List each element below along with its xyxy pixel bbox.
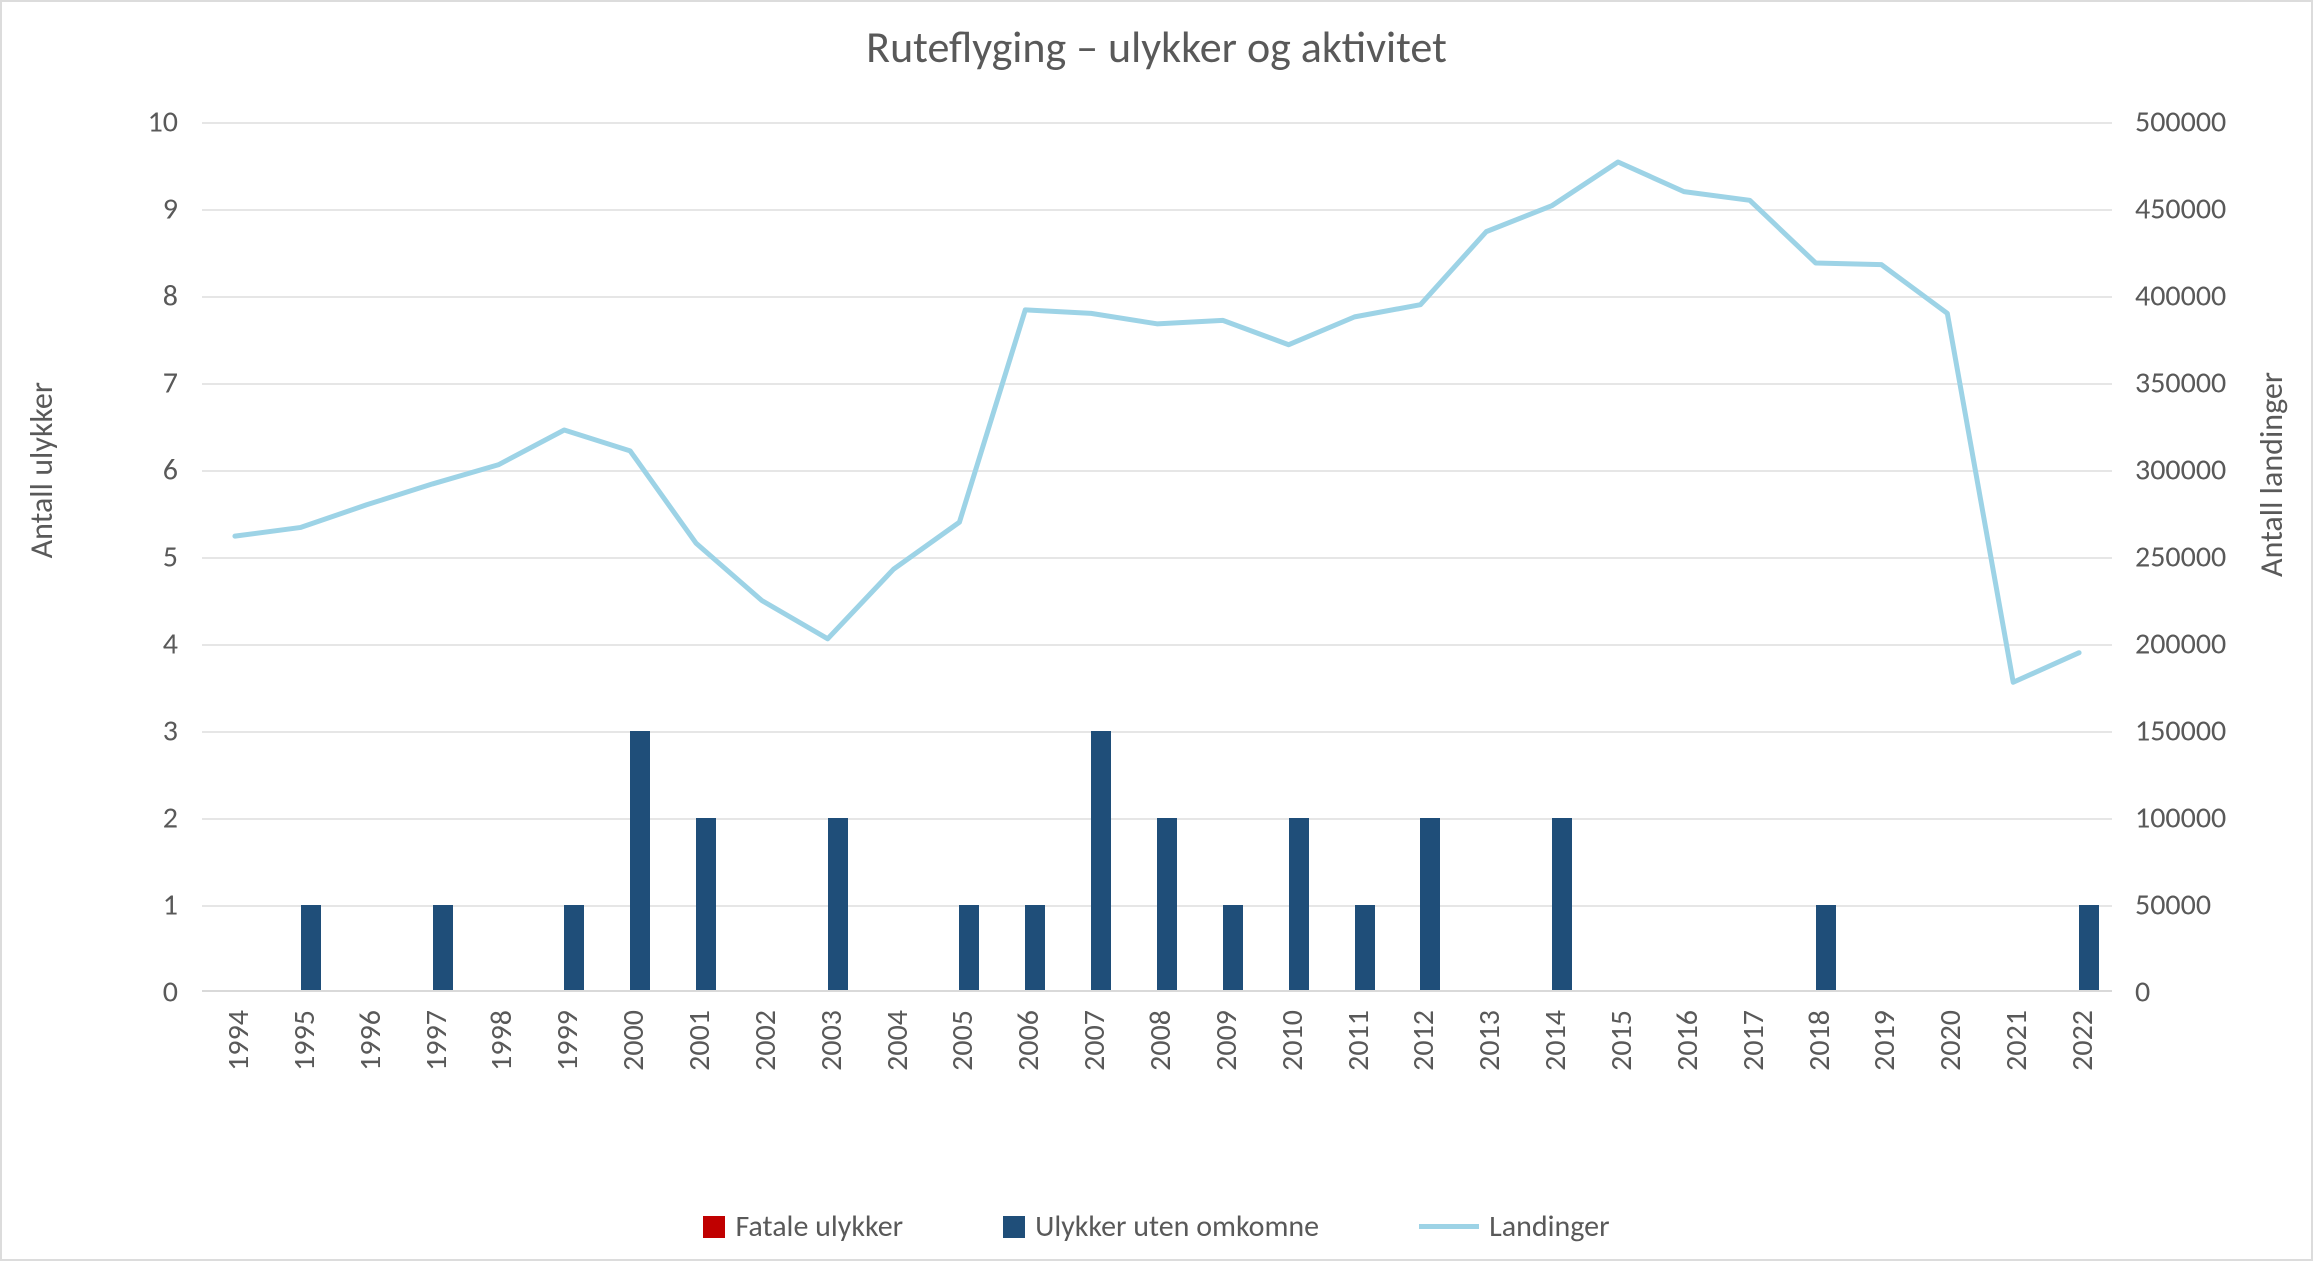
x-axis-year: 2002 — [747, 1010, 784, 1071]
x-axis-year: 2020 — [1932, 1010, 1969, 1071]
y-left-tick: 2 — [2, 800, 192, 837]
x-axis-year: 2006 — [1010, 1010, 1047, 1071]
line-layer — [202, 122, 2112, 992]
y-left-ticks: 012345678910 — [2, 122, 192, 992]
x-axis-year: 2005 — [944, 1010, 981, 1071]
x-axis-year: 2016 — [1669, 1010, 1706, 1071]
x-axis-year: 1999 — [549, 1010, 586, 1071]
y-right-tick: 150000 — [2121, 713, 2311, 750]
y-left-tick: 7 — [2, 365, 192, 402]
y-right-tick: 450000 — [2121, 191, 2311, 228]
legend-swatch-landings — [1419, 1224, 1479, 1229]
landings-line — [235, 162, 2079, 682]
y-left-tick: 3 — [2, 713, 192, 750]
legend-swatch-fatal — [703, 1216, 725, 1238]
x-axis-year: 2011 — [1340, 1010, 1377, 1071]
legend-label-nonfatal: Ulykker uten omkomne — [1035, 1208, 1319, 1245]
legend-label-fatal: Fatale ulykker — [735, 1208, 903, 1245]
x-axis-year: 2009 — [1208, 1010, 1245, 1071]
x-axis-year: 2001 — [681, 1010, 718, 1071]
y-right-tick: 50000 — [2121, 887, 2311, 924]
x-axis-year: 2019 — [1866, 1010, 1903, 1071]
x-axis-year: 2022 — [2064, 1010, 2101, 1071]
x-axis-year: 1998 — [483, 1010, 520, 1071]
y-right-tick: 350000 — [2121, 365, 2311, 402]
x-axis-year: 2004 — [879, 1010, 916, 1071]
y-left-tick: 4 — [2, 626, 192, 663]
x-axis-year: 2014 — [1537, 1010, 1574, 1071]
x-axis-line — [202, 990, 2112, 992]
x-axis-year: 1997 — [418, 1010, 455, 1071]
x-axis-year: 2003 — [813, 1010, 850, 1071]
legend-item-fatal: Fatale ulykker — [703, 1208, 903, 1245]
y-right-tick: 500000 — [2121, 104, 2311, 141]
x-axis-year: 1996 — [352, 1010, 389, 1071]
legend-item-nonfatal: Ulykker uten omkomne — [1003, 1208, 1319, 1245]
legend-item-landings: Landinger — [1419, 1208, 1609, 1245]
x-axis-year: 1995 — [286, 1010, 323, 1071]
x-axis-year: 2012 — [1405, 1010, 1442, 1071]
x-axis-year: 2010 — [1274, 1010, 1311, 1071]
y-right-tick: 300000 — [2121, 452, 2311, 489]
x-axis-year: 2018 — [1801, 1010, 1838, 1071]
chart-container: Ruteflyging – ulykker og aktivitet Antal… — [0, 0, 2313, 1261]
y-right-ticks: 0500001000001500002000002500003000003500… — [2121, 122, 2311, 992]
x-axis-year: 2000 — [615, 1010, 652, 1071]
y-left-tick: 6 — [2, 452, 192, 489]
y-right-tick: 100000 — [2121, 800, 2311, 837]
y-left-tick: 0 — [2, 974, 192, 1011]
y-left-tick: 9 — [2, 191, 192, 228]
x-axis-year: 2008 — [1142, 1010, 1179, 1071]
y-left-tick: 5 — [2, 539, 192, 576]
x-axis-year: 2021 — [1998, 1010, 2035, 1071]
y-right-tick: 400000 — [2121, 278, 2311, 315]
x-axis-year: 2013 — [1471, 1010, 1508, 1071]
legend: Fatale ulykker Ulykker uten omkomne Land… — [2, 1208, 2311, 1245]
x-axis-year: 2017 — [1735, 1010, 1772, 1071]
y-right-tick: 0 — [2121, 974, 2311, 1011]
legend-swatch-nonfatal — [1003, 1216, 1025, 1238]
y-right-tick: 250000 — [2121, 539, 2311, 576]
y-right-tick: 200000 — [2121, 626, 2311, 663]
x-axis-labels: 1994 1995 1996 1997 1998 1999 2000 2001 2002 2003… — [202, 1002, 2112, 1132]
chart-title: Ruteflyging – ulykker og aktivitet — [2, 20, 2311, 74]
y-left-tick: 1 — [2, 887, 192, 924]
legend-label-landings: Landinger — [1489, 1208, 1609, 1245]
y-left-tick: 8 — [2, 278, 192, 315]
y-left-tick: 10 — [2, 104, 192, 141]
x-axis-year: 1994 — [220, 1010, 257, 1071]
x-axis-year: 2007 — [1076, 1010, 1113, 1071]
plot-area — [202, 122, 2112, 992]
x-axis-year: 2015 — [1603, 1010, 1640, 1071]
